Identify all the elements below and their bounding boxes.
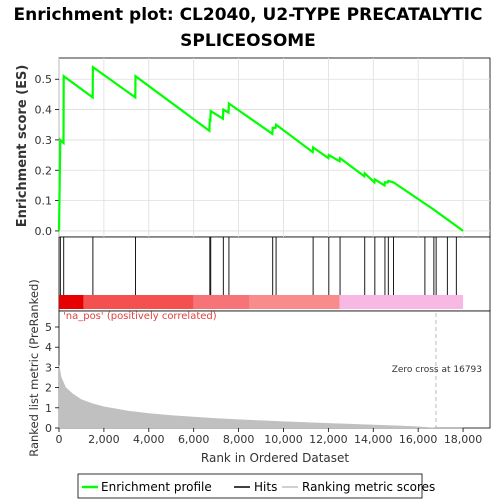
color-bar-segment — [59, 295, 84, 309]
x-tick-label: 18,000 — [444, 433, 483, 446]
color-bar-segment — [193, 295, 250, 309]
enrichment-profile-series — [57, 64, 464, 232]
enrichment-y-tick-label: 0.0 — [35, 225, 53, 238]
ranking-y-axis-label: Ranked list metric (PreRanked) — [27, 279, 41, 457]
color-bar-segment — [249, 295, 340, 309]
x-tick-label: 14,000 — [354, 433, 393, 446]
legend-item-hits: Hits — [234, 480, 277, 494]
chart-title-line-1: Enrichment plot: CL2040, U2-TYPE PRECATA… — [14, 5, 483, 25]
enrichment-y-tick-label: 0.4 — [35, 104, 53, 117]
legend-box — [77, 473, 423, 499]
x-axis-label: Rank in Ordered Dataset — [201, 451, 349, 465]
x-tick-label: 16,000 — [399, 433, 438, 446]
zero-cross-annotation: Zero cross at 16793 — [392, 365, 482, 375]
ranking-y-tick-label: 5 — [45, 321, 52, 334]
enrichment-profile-line — [57, 64, 464, 232]
ranking-y-tick-label: 3 — [45, 361, 52, 374]
legend-label-ranking-metric-scores: Ranking metric scores — [302, 480, 435, 494]
color-bar-segment — [339, 295, 464, 309]
ranking-y-tick-label: 1 — [45, 402, 52, 415]
ranking-y-axis: 0 1 2 3 4 5 — [45, 321, 59, 435]
ranking-panel — [58, 310, 491, 429]
x-tick-label: 8,000 — [223, 433, 255, 446]
enrichment-y-tick-label: 0.5 — [35, 73, 53, 86]
x-tick-label: 6,000 — [178, 433, 210, 446]
enrichment-y-tick-label: 0.1 — [35, 195, 53, 208]
enrichment-y-axis: 0.0 0.1 0.2 0.3 0.4 0.5 — [35, 73, 59, 238]
hits-series — [59, 237, 457, 295]
enrichment-y-axis-label: Enrichment score (ES) — [15, 65, 30, 228]
enrichment-grid — [58, 58, 490, 237]
enrichment-y-tick-label: 0.2 — [35, 164, 53, 177]
legend-item-enrichment-profile: Enrichment profile — [82, 480, 212, 494]
na-pos-annotation: 'na_pos' (positively correlated) — [63, 311, 217, 322]
ranking-metric-series — [58, 313, 464, 429]
x-tick-label: 2,000 — [88, 433, 120, 446]
color-bar-segment — [83, 295, 194, 309]
chart-title-line-2: SPLICEOSOME — [180, 31, 316, 51]
legend-item-ranking-metric-scores: Ranking metric scores — [282, 480, 435, 494]
x-tick-label: 10,000 — [264, 433, 303, 446]
ranking-y-tick-label: 0 — [45, 422, 52, 435]
ranking-color-bar — [59, 295, 464, 309]
legend-label-enrichment-profile: Enrichment profile — [101, 480, 212, 494]
x-tick-label: 4,000 — [133, 433, 165, 446]
legend-label-hits: Hits — [254, 480, 277, 494]
rank-x-axis: 0 2,000 4,000 6,000 8,000 10,000 12,000 14,000 1… — [56, 428, 483, 446]
enrichment-y-tick-label: 0.3 — [35, 134, 53, 147]
enrichment-panel — [58, 57, 491, 238]
ranking-y-tick-label: 4 — [45, 341, 52, 354]
x-tick-label: 0 — [56, 433, 63, 446]
ranking-y-tick-label: 2 — [45, 382, 52, 395]
x-tick-label: 12,000 — [309, 433, 348, 446]
ranking-metric-area — [58, 365, 464, 429]
